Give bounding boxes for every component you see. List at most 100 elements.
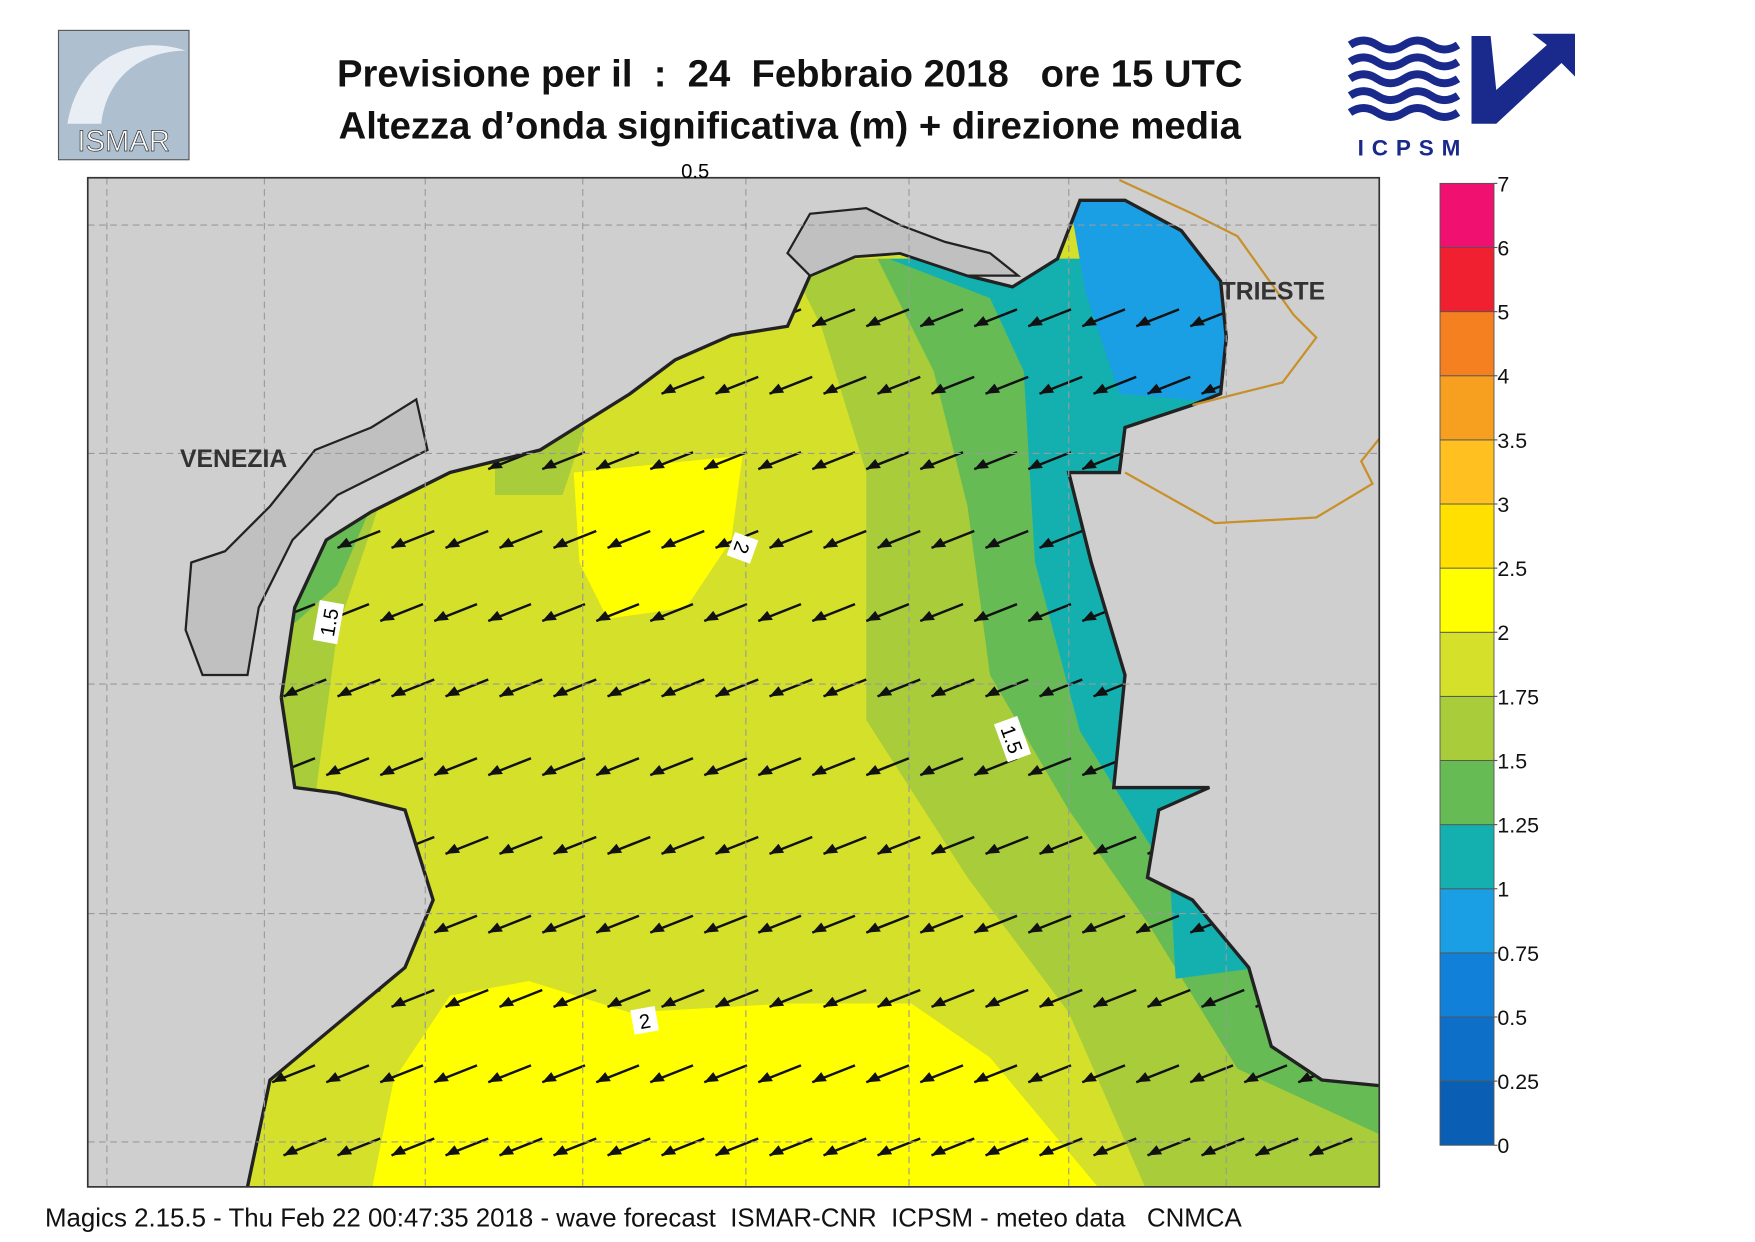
- arrow-head: [1190, 1072, 1205, 1083]
- arrow-head: [715, 996, 731, 1007]
- arrow-head: [337, 1145, 353, 1156]
- arrow-head: [1093, 996, 1109, 1007]
- arrow-head: [1082, 459, 1097, 470]
- arrow-head: [823, 1145, 839, 1156]
- arrow-head: [1028, 316, 1043, 327]
- colorbar-segment: [1439, 824, 1495, 890]
- arrow-head: [758, 459, 773, 470]
- colorbar-segment: [1439, 695, 1495, 761]
- arrow-head: [380, 1072, 395, 1083]
- arrow-head: [380, 610, 395, 621]
- arrow-head: [337, 537, 353, 548]
- arrow-head: [769, 686, 785, 697]
- arrow-head: [445, 843, 461, 854]
- subtitle: Altezza d’onda significativa (m) + direz…: [339, 104, 1242, 147]
- arrow-head: [1201, 996, 1217, 1007]
- arrow-head: [769, 843, 785, 854]
- arrow-head: [445, 996, 461, 1007]
- colorbar-tick-label: 0.25: [1497, 1070, 1539, 1094]
- colorbar-segment: [1439, 375, 1495, 441]
- arrow-head: [985, 537, 1001, 548]
- arrow-head: [823, 843, 839, 854]
- arrow-head: [1136, 1072, 1151, 1083]
- logo-text: ICPSM: [1358, 135, 1469, 160]
- arrow-head: [931, 1145, 947, 1156]
- colorbar-segment: [1439, 503, 1495, 569]
- border: [1118, 178, 1380, 525]
- arrow-head: [812, 765, 827, 776]
- arrow-head: [542, 922, 557, 933]
- arrow-head: [1136, 922, 1151, 933]
- arrow-head: [812, 459, 827, 470]
- arrow-head: [542, 610, 557, 621]
- arrow-head: [607, 996, 623, 1007]
- arrow-head: [920, 459, 935, 470]
- arrow-head: [1028, 1072, 1043, 1083]
- colorbar-tick-label: 0.75: [1497, 942, 1539, 966]
- arrow-head: [931, 383, 947, 394]
- contour-label-group: 2: [630, 1006, 659, 1035]
- arrow-head: [985, 1145, 1001, 1156]
- arrow-head: [661, 686, 677, 697]
- arrow-head: [488, 765, 503, 776]
- map: VENEZIA TRIESTE 1.5 2 1.5 2: [87, 177, 1380, 1187]
- arrow-head: [542, 765, 557, 776]
- arrow-head: [596, 610, 611, 621]
- arrow-head: [607, 686, 623, 697]
- colorbar-tick-label: 4: [1497, 365, 1509, 389]
- arrow-head: [715, 686, 731, 697]
- arrow-head: [758, 1072, 773, 1083]
- arrow-head: [866, 610, 881, 621]
- arrow-head: [974, 316, 989, 327]
- colorbar-segment: [1439, 247, 1495, 313]
- arrow-head: [920, 316, 935, 327]
- arrow-head: [553, 1145, 569, 1156]
- arrow-head: [769, 383, 785, 394]
- arrow-head: [1136, 316, 1151, 327]
- arrow-head: [283, 1145, 299, 1156]
- arrow-head: [391, 996, 407, 1007]
- band: [573, 455, 743, 619]
- arrow-head: [596, 922, 611, 933]
- arrow-head: [974, 459, 989, 470]
- arrow-head: [499, 1145, 515, 1156]
- arrow-head: [445, 686, 461, 697]
- colorbar-tick-label: 5: [1497, 301, 1509, 325]
- arrow-head: [661, 843, 677, 854]
- colorbar-tick-label: 3: [1497, 493, 1509, 517]
- arrow-head: [1082, 316, 1097, 327]
- arrow-head: [1147, 383, 1163, 394]
- arrow-head: [596, 1072, 611, 1083]
- colorbar-segment: [1439, 182, 1495, 248]
- arrow-head: [704, 1072, 719, 1083]
- arrow-head: [1190, 316, 1205, 327]
- contour-label: 0.5: [681, 161, 709, 183]
- arrow-head: [931, 686, 947, 697]
- arrow-head: [1028, 610, 1043, 621]
- arrow-head: [920, 765, 935, 776]
- arrow-head: [823, 686, 839, 697]
- colorbar-segment: [1439, 439, 1495, 505]
- coastline: [245, 198, 1380, 1187]
- arrow-head: [920, 610, 935, 621]
- arrow-head: [1255, 1145, 1271, 1156]
- arrow-head: [1039, 383, 1055, 394]
- arrow-head: [1201, 383, 1217, 394]
- map-frame: [86, 176, 1381, 1188]
- arrow-head: [920, 922, 935, 933]
- arrow-head: [931, 537, 947, 548]
- colorbar-tick-label: 1: [1497, 878, 1509, 902]
- arrow-head: [715, 1145, 731, 1156]
- contour-label-group: 1.5: [312, 600, 345, 645]
- arrow-head: [931, 843, 947, 854]
- colorbar-tick-label: 1.25: [1497, 814, 1539, 838]
- arrow-head: [553, 843, 569, 854]
- arrow-head: [1082, 610, 1097, 621]
- colorbar-segment: [1439, 631, 1495, 697]
- arrow-head: [272, 1072, 287, 1083]
- arrow-head: [650, 610, 665, 621]
- arrow-head: [607, 537, 623, 548]
- arrow-head: [704, 459, 719, 470]
- arrow-head: [1093, 686, 1109, 697]
